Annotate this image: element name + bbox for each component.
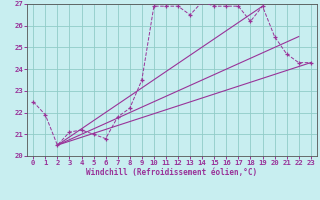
X-axis label: Windchill (Refroidissement éolien,°C): Windchill (Refroidissement éolien,°C) [86,168,258,177]
